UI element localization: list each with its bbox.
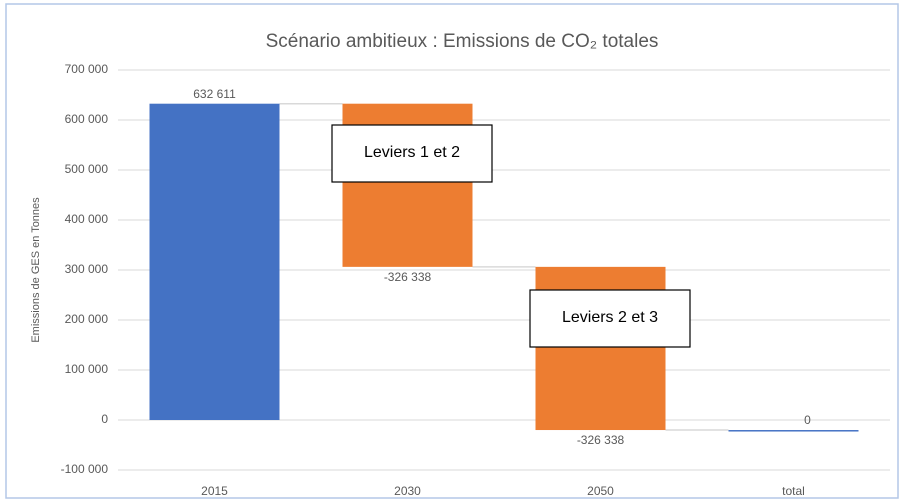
y-tick-label: 500 000 [65, 162, 109, 176]
annotation-box [331, 124, 493, 183]
x-tick-label: 2030 [394, 484, 421, 498]
x-tick-label: total [782, 484, 805, 498]
y-tick-label: 200 000 [65, 312, 109, 326]
y-tick-label: 100 000 [65, 362, 109, 376]
value-label: -326 338 [384, 270, 432, 284]
chart-title: Scénario ambitieux : Emissions de CO₂ to… [266, 31, 659, 52]
value-label: 0 [804, 413, 811, 427]
y-tick-label: 0 [101, 412, 108, 426]
annotation: Leviers 2 et 3 [562, 309, 658, 326]
annotation-box [529, 289, 691, 348]
bar [728, 430, 859, 432]
bar [149, 103, 280, 420]
y-tick-label: 600 000 [65, 112, 109, 126]
y-tick-label: 700 000 [65, 62, 109, 76]
y-axis-label: Emissions de GES en Tonnes [30, 197, 42, 343]
y-tick-label: 400 000 [65, 212, 109, 226]
value-label: -326 338 [577, 433, 625, 447]
value-label: 632 611 [193, 87, 236, 101]
x-tick-label: 2050 [587, 484, 614, 498]
y-tick-label: -100 000 [61, 462, 109, 476]
x-tick-label: 2015 [201, 484, 228, 498]
annotation: Leviers 1 et 2 [364, 144, 460, 161]
y-tick-label: 300 000 [65, 262, 109, 276]
